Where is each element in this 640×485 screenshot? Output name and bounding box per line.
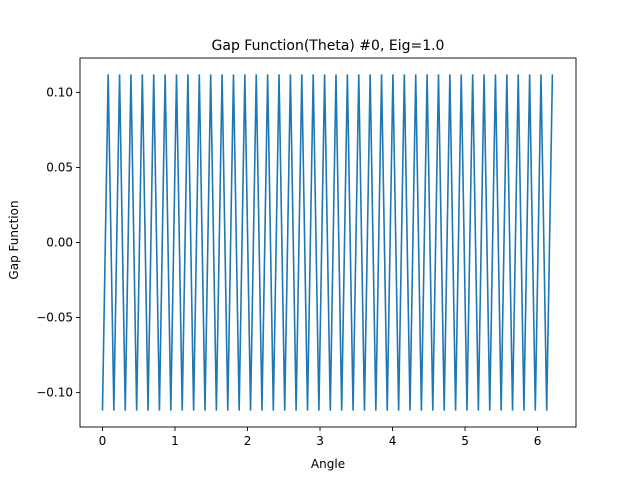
- x-tick-label: 6: [534, 434, 542, 448]
- x-tick-label: 1: [171, 434, 179, 448]
- y-tick-label: −0.10: [36, 386, 73, 400]
- y-tick-label: 0.10: [46, 85, 73, 99]
- x-tick-label: 4: [389, 434, 397, 448]
- y-axis-label: Gap Function: [7, 200, 21, 279]
- plot-area: 0 1 2 3 4 5 6 −0.10 −0.05 0.00 0.05 0.10: [36, 57, 577, 448]
- x-tick-label: 2: [244, 434, 252, 448]
- x-tick-label: 0: [99, 434, 107, 448]
- chart-title: Gap Function(Theta) #0, Eig=1.0: [212, 38, 445, 54]
- y-tick-label: −0.05: [36, 311, 73, 325]
- y-tick-label: 0.05: [46, 160, 73, 174]
- x-tick-label: 5: [461, 434, 469, 448]
- x-tick-label: 3: [316, 434, 324, 448]
- axes-frame: [79, 57, 577, 428]
- x-axis-label: Angle: [311, 457, 345, 471]
- series-line-0: [101, 74, 554, 411]
- y-tick-label: 0.00: [46, 236, 73, 250]
